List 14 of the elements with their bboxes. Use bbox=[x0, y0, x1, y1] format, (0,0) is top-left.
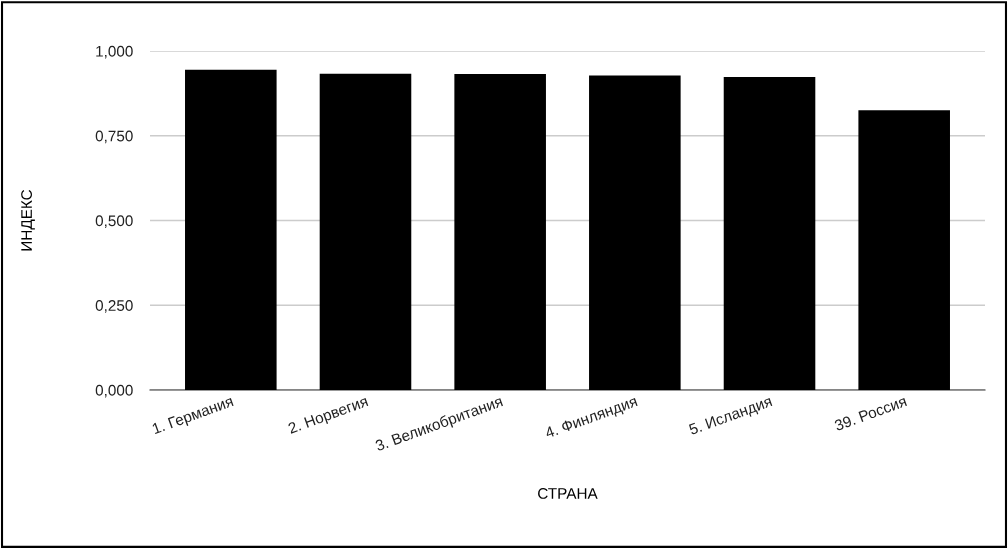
bar bbox=[454, 74, 546, 390]
bar bbox=[319, 73, 412, 390]
bar bbox=[589, 75, 681, 390]
bar bbox=[185, 69, 277, 390]
y-tick-label: 0,750 bbox=[95, 130, 133, 144]
bar bbox=[858, 110, 950, 390]
y-tick-label: 1,000 bbox=[96, 45, 133, 59]
y-axis-title: ИНДЕКС bbox=[21, 189, 35, 251]
y-tick-label: 0,500 bbox=[95, 215, 133, 228]
bar bbox=[723, 77, 816, 390]
x-axis-title: СТРАНА bbox=[538, 488, 598, 499]
y-tick-label: 0,250 bbox=[95, 300, 133, 313]
x-tick-label: 39. Россия bbox=[833, 395, 908, 432]
y-tick-label: 0,000 bbox=[95, 384, 133, 398]
